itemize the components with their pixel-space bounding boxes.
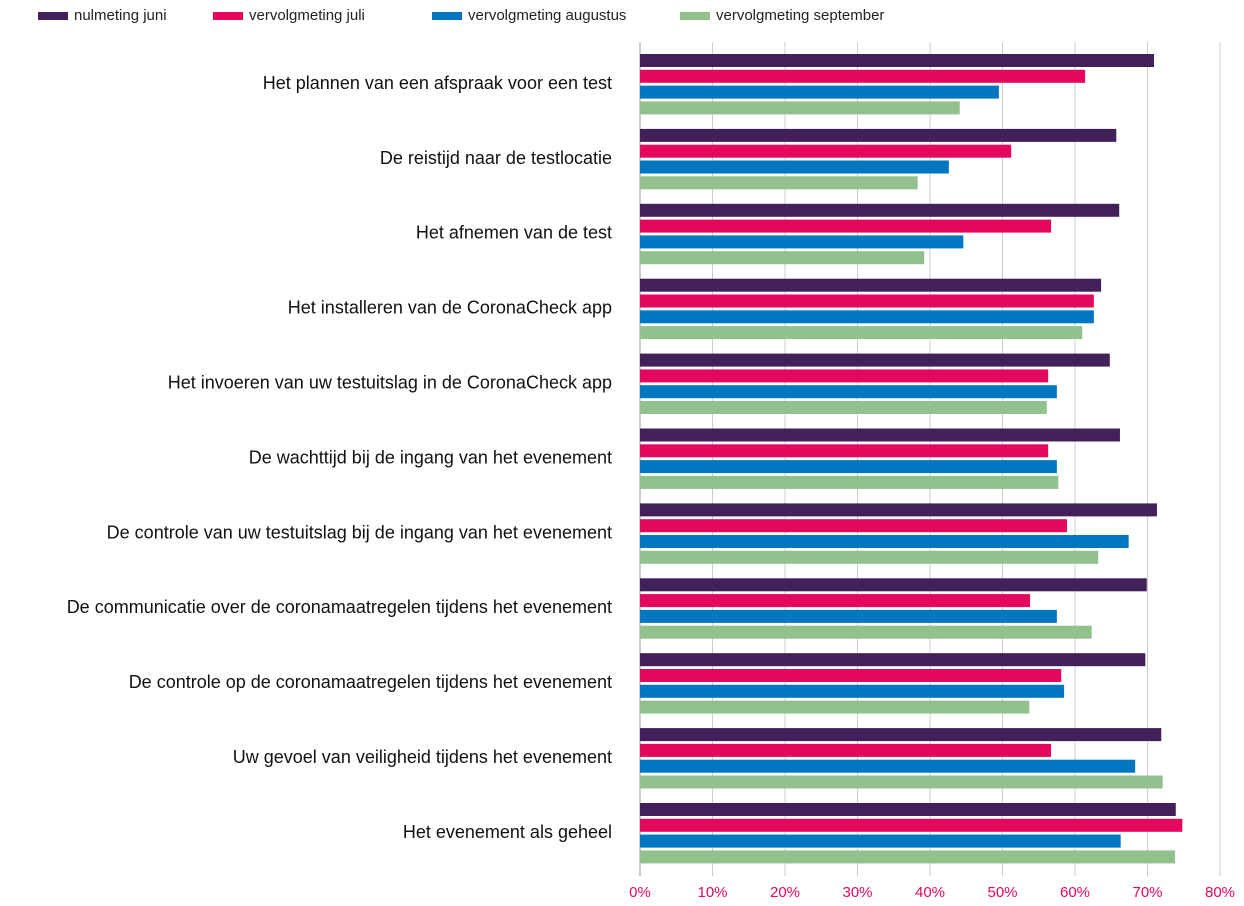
bar xyxy=(640,369,1049,383)
bar xyxy=(640,609,1057,623)
category-label: Uw gevoel van veiligheid tijdens het eve… xyxy=(233,747,612,767)
x-tick-label: 50% xyxy=(987,884,1017,901)
bar xyxy=(640,550,1099,564)
bar xyxy=(640,578,1147,592)
category-label: De reistijd naar de testlocatie xyxy=(380,148,612,168)
x-tick-label: 40% xyxy=(915,884,945,901)
bar xyxy=(640,653,1146,667)
bar xyxy=(640,353,1110,367)
category-label: De controle op de coronamaatregelen tijd… xyxy=(129,672,612,692)
legend-label: vervolgmeting augustus xyxy=(468,7,626,24)
bar xyxy=(640,235,964,249)
category-label: Het invoeren van uw testuitslag in de Co… xyxy=(168,372,612,392)
category-label: De communicatie over de coronamaatregele… xyxy=(67,597,612,617)
legend-swatch xyxy=(38,12,68,20)
bar xyxy=(640,428,1120,442)
x-tick-label: 10% xyxy=(697,884,727,901)
category-label: De controle van uw testuitslag bij de in… xyxy=(107,522,612,542)
bar xyxy=(640,759,1136,773)
bar xyxy=(640,251,925,265)
legend-swatch xyxy=(213,12,243,20)
bar xyxy=(640,818,1183,832)
bar xyxy=(640,128,1117,142)
legend-swatch xyxy=(680,12,710,20)
bar xyxy=(640,728,1162,742)
x-tick-label: 80% xyxy=(1205,884,1235,901)
x-tick-label: 0% xyxy=(629,884,651,901)
bar xyxy=(640,775,1163,789)
bar xyxy=(640,85,999,99)
x-tick-label: 70% xyxy=(1132,884,1162,901)
bar xyxy=(640,385,1057,399)
bar xyxy=(640,219,1052,233)
bar xyxy=(640,700,1030,714)
legend-label: vervolgmeting juli xyxy=(249,7,365,24)
legend-label: vervolgmeting september xyxy=(716,7,884,24)
bar xyxy=(640,444,1049,458)
x-tick-label: 30% xyxy=(842,884,872,901)
bar xyxy=(640,101,960,115)
bar xyxy=(640,669,1062,682)
bar xyxy=(640,278,1102,292)
legend-swatch xyxy=(432,12,462,20)
bar xyxy=(640,594,1031,608)
bar xyxy=(640,326,1083,340)
bar xyxy=(640,176,918,190)
bar xyxy=(640,803,1176,816)
category-label: Het installeren van de CoronaCheck app xyxy=(288,298,612,318)
bar xyxy=(640,834,1121,848)
bar xyxy=(640,625,1092,639)
bar xyxy=(640,684,1065,698)
bar xyxy=(640,310,1094,324)
legend-label: nulmeting juni xyxy=(74,7,167,24)
bar xyxy=(640,850,1176,864)
x-tick-label: 20% xyxy=(770,884,800,901)
bar xyxy=(640,69,1086,83)
x-tick-label: 60% xyxy=(1060,884,1090,901)
bar xyxy=(640,54,1155,67)
bar xyxy=(640,160,949,174)
bar xyxy=(640,203,1120,217)
bar xyxy=(640,519,1068,533)
bar xyxy=(640,460,1057,474)
category-label: Het plannen van een afspraak voor een te… xyxy=(263,73,612,93)
category-label: Het evenement als geheel xyxy=(403,822,612,842)
bar xyxy=(640,535,1129,548)
bar xyxy=(640,743,1052,757)
bar xyxy=(640,503,1157,517)
category-label: Het afnemen van de test xyxy=(416,223,612,243)
bar xyxy=(640,475,1059,489)
category-label: De wachttijd bij de ingang van het evene… xyxy=(249,447,612,467)
bar xyxy=(640,294,1094,308)
bar xyxy=(640,144,1012,158)
bar xyxy=(640,401,1047,414)
